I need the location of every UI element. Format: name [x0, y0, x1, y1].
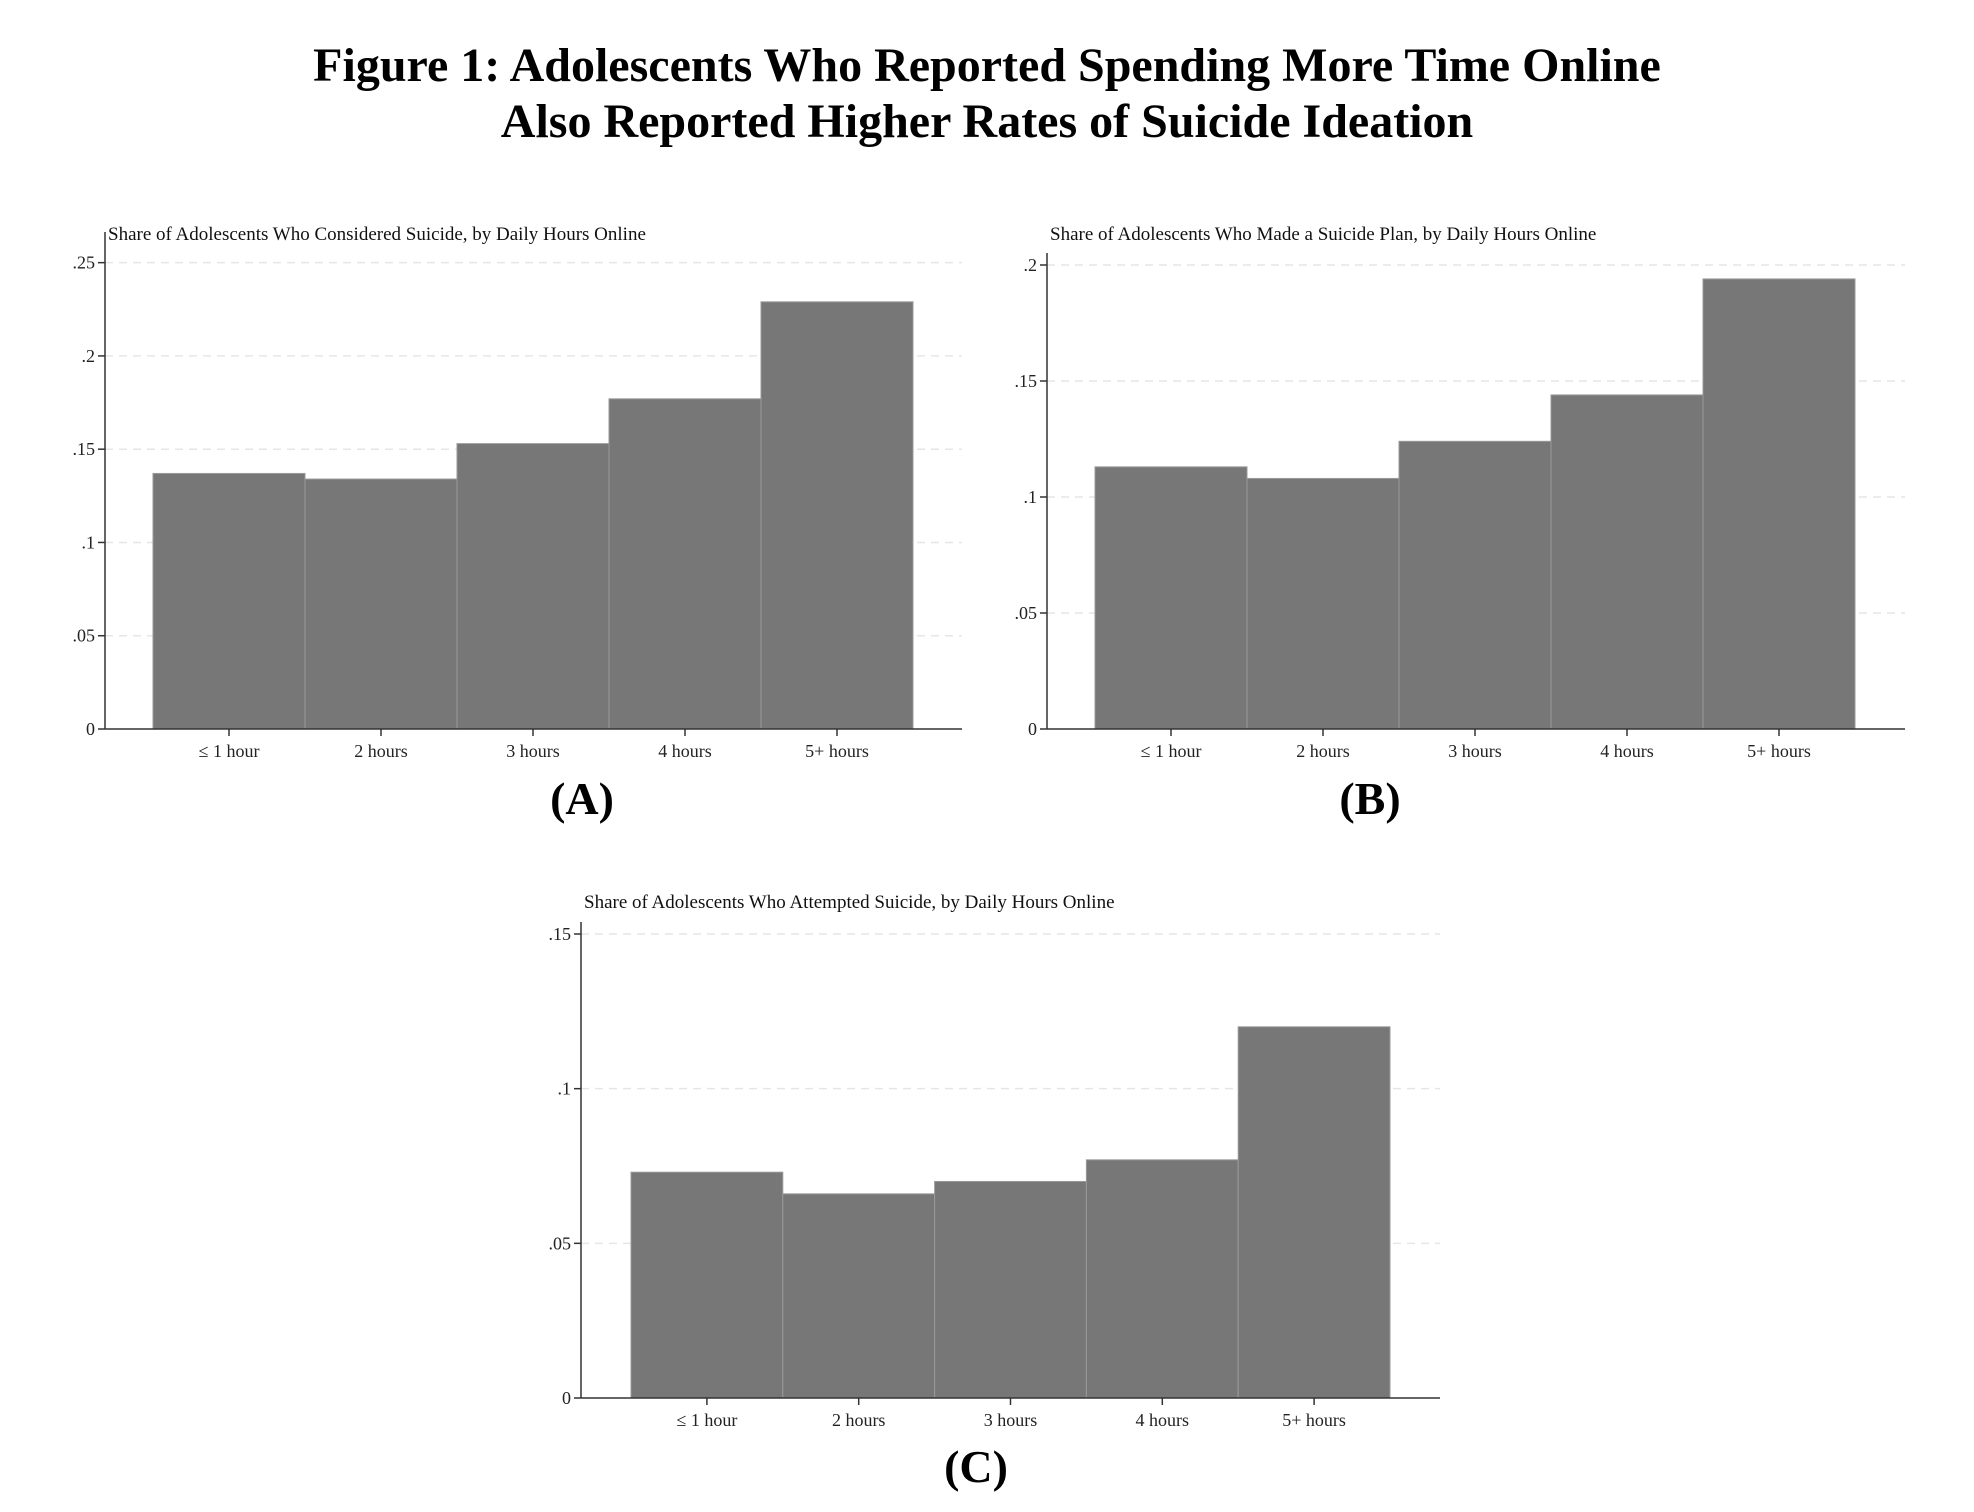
- y-tick-label: .05: [73, 626, 96, 646]
- y-tick-label: .15: [1015, 371, 1038, 391]
- y-tick-label: .2: [1024, 255, 1038, 275]
- y-tick-label: .05: [1015, 603, 1038, 623]
- x-tick-label: 3 hours: [506, 741, 560, 761]
- bar: [1237, 1026, 1391, 1399]
- y-tick-label: .1: [82, 532, 96, 552]
- bar: [934, 1180, 1087, 1399]
- x-tick-label: 2 hours: [832, 1410, 886, 1430]
- bar: [1550, 394, 1704, 730]
- bar: [152, 472, 306, 730]
- panel-label: (C): [944, 1441, 1008, 1492]
- chart-title: Share of Adolescents Who Made a Suicide …: [1050, 224, 1596, 245]
- x-tick-label: 5+ hours: [805, 741, 869, 761]
- y-tick-label: 0: [1028, 719, 1037, 739]
- x-tick-label: ≤ 1 hour: [199, 741, 260, 761]
- bar: [782, 1193, 936, 1399]
- bar: [1702, 278, 1856, 730]
- panel-label: (A): [550, 773, 614, 824]
- y-tick-label: .15: [549, 924, 572, 944]
- figure-title-line-1: Figure 1: Adolescents Who Reported Spend…: [313, 39, 1661, 92]
- x-tick-label: 3 hours: [984, 1410, 1038, 1430]
- x-tick-label: 4 hours: [1136, 1410, 1190, 1430]
- bar: [608, 398, 762, 730]
- x-tick-label: 5+ hours: [1747, 741, 1811, 761]
- bar: [1398, 440, 1552, 730]
- x-tick-label: 4 hours: [1600, 741, 1654, 761]
- x-tick-label: 4 hours: [658, 741, 712, 761]
- bar: [456, 443, 610, 730]
- x-tick-label: 2 hours: [354, 741, 408, 761]
- y-tick-label: .05: [549, 1233, 572, 1253]
- y-tick-label: .1: [1024, 487, 1038, 507]
- y-tick-label: .25: [73, 253, 96, 273]
- chart-title: Share of Adolescents Who Considered Suic…: [108, 224, 646, 245]
- x-tick-label: 3 hours: [1448, 741, 1502, 761]
- panel-label: (B): [1339, 773, 1400, 824]
- bar: [1085, 1159, 1239, 1399]
- x-tick-label: ≤ 1 hour: [676, 1410, 737, 1430]
- bar: [1094, 466, 1248, 730]
- bar: [630, 1171, 784, 1399]
- y-tick-label: 0: [562, 1388, 571, 1408]
- bar: [1246, 477, 1400, 730]
- y-tick-label: .2: [82, 346, 96, 366]
- x-tick-label: ≤ 1 hour: [1141, 741, 1202, 761]
- figure-title-line-2: Also Reported Higher Rates of Suicide Id…: [500, 95, 1474, 148]
- y-tick-label: .1: [558, 1079, 572, 1099]
- bar: [760, 301, 914, 730]
- bar: [304, 478, 458, 730]
- chart-title: Share of Adolescents Who Attempted Suici…: [584, 892, 1115, 913]
- figure-title: Figure 1: Adolescents Who Reported Spend…: [0, 38, 1974, 150]
- x-tick-label: 2 hours: [1296, 741, 1350, 761]
- y-tick-label: .15: [73, 439, 96, 459]
- x-tick-label: 5+ hours: [1282, 1410, 1346, 1430]
- y-tick-label: 0: [86, 719, 95, 739]
